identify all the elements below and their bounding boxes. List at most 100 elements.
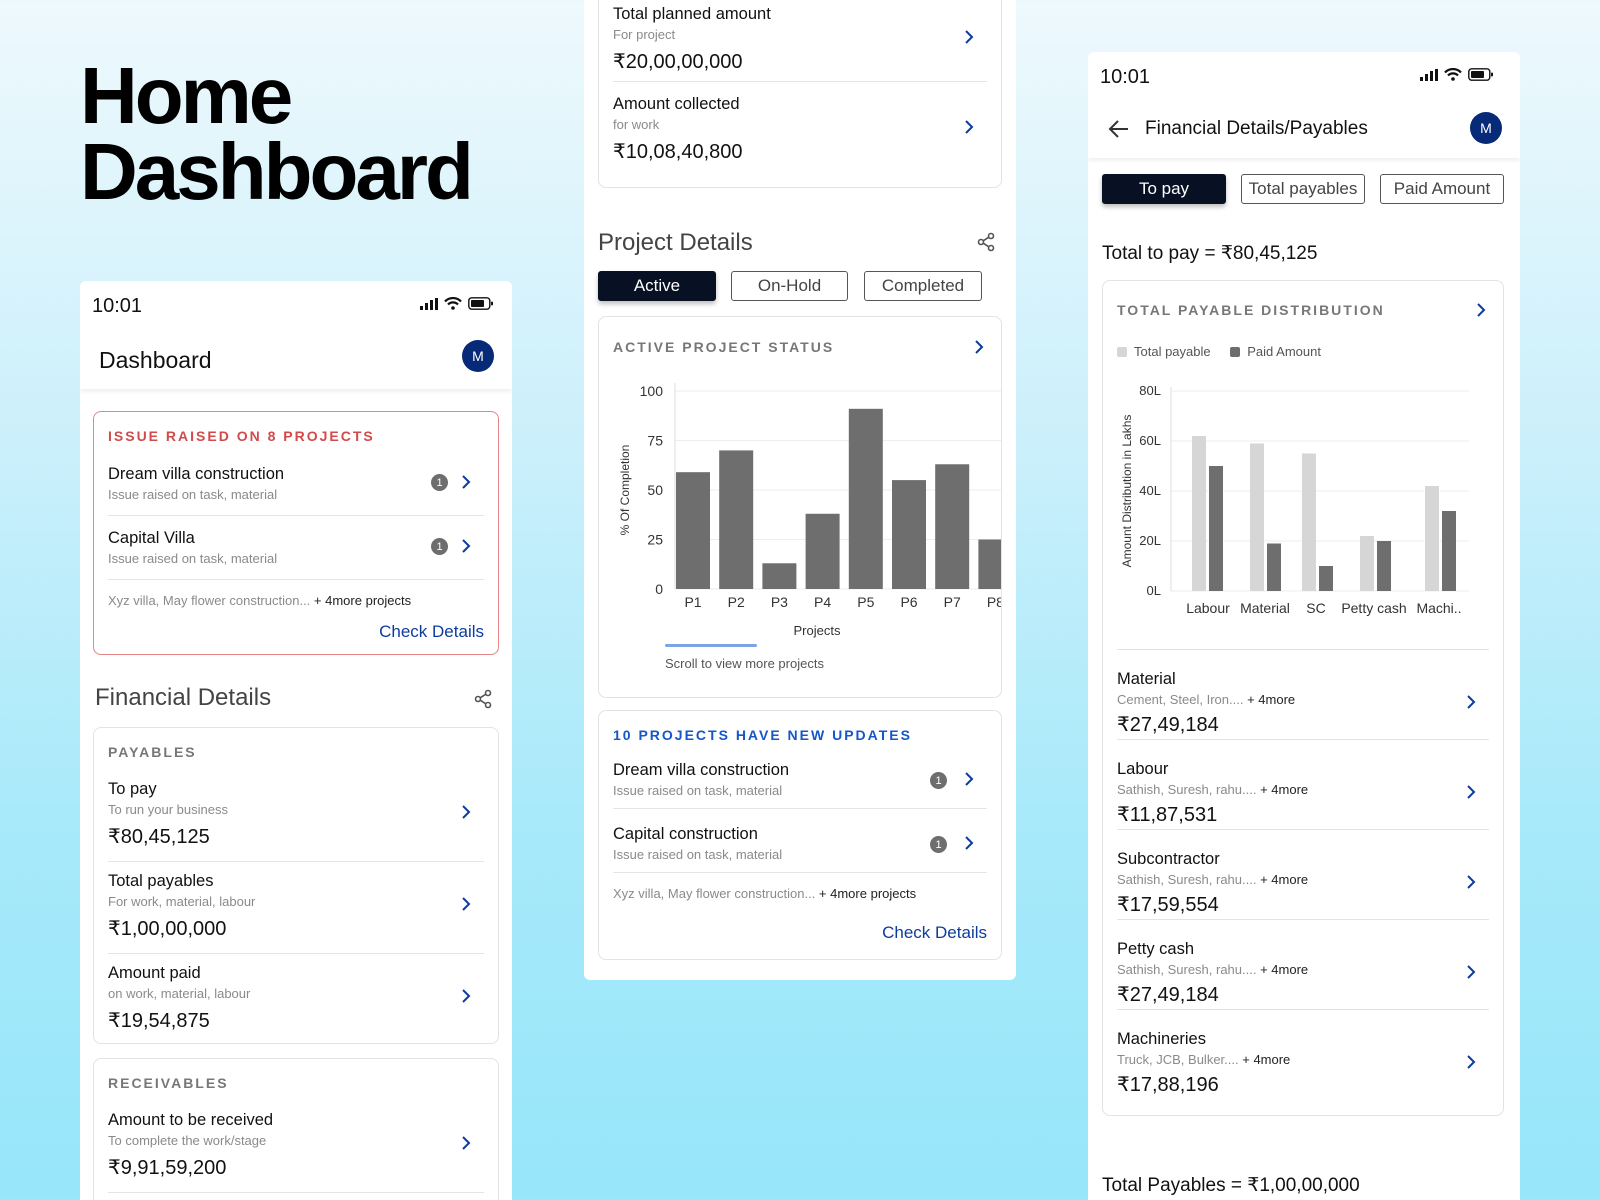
- bar-P4: [805, 513, 840, 589]
- payable-category-item[interactable]: Machineries Truck, JCB, Bulker.... + 4mor…: [1117, 1010, 1489, 1100]
- chevron-right-icon[interactable]: [458, 896, 474, 912]
- receivable-value: ₹9,91,59,200: [108, 1157, 227, 1179]
- check-details-link[interactable]: Check Details: [379, 622, 484, 641]
- y-tick-label: 75: [647, 433, 663, 449]
- legend-swatch: [1117, 347, 1127, 357]
- category-names: Sathish, Suresh, rahu....: [1117, 962, 1257, 977]
- bar-Petty cash-paid-amount: [1377, 541, 1391, 591]
- chevron-right-icon[interactable]: [1463, 694, 1479, 710]
- chevron-right-icon[interactable]: [961, 771, 977, 787]
- issue-item[interactable]: Dream villa construction Issue raised on…: [108, 458, 484, 516]
- category-subtitle: Sathish, Suresh, rahu.... + 4more: [1117, 872, 1308, 887]
- payable-category-item[interactable]: Labour Sathish, Suresh, rahu.... + 4more ₹…: [1117, 740, 1489, 830]
- y-tick-label: 50: [647, 482, 663, 498]
- tab-to-pay[interactable]: To pay: [1102, 174, 1226, 204]
- category-title: Labour: [1117, 760, 1169, 778]
- tab-total-payables[interactable]: Total payables: [1241, 174, 1365, 204]
- x-tick-label: P2: [728, 594, 745, 610]
- chevron-right-icon[interactable]: [1463, 964, 1479, 980]
- chevron-right-icon[interactable]: [458, 804, 474, 820]
- amount-value: ₹20,00,00,000: [613, 51, 743, 73]
- tab-on-hold[interactable]: On-Hold: [731, 271, 848, 301]
- total-payables: Total Payables = ₹1,00,00,000: [1102, 1175, 1360, 1196]
- update-count-badge: 1: [930, 772, 947, 789]
- chevron-right-icon[interactable]: [458, 474, 474, 490]
- check-details-link[interactable]: Check Details: [882, 923, 987, 942]
- update-item[interactable]: Dream villa construction Issue raised on…: [613, 751, 987, 809]
- more-projects-text: Xyz villa, May flower construction... + …: [613, 886, 916, 901]
- bar-Machi..-paid-amount: [1442, 511, 1456, 591]
- chevron-right-icon[interactable]: [971, 339, 987, 355]
- x-tick-label: Machi..: [1416, 600, 1461, 616]
- category-names: Sathish, Suresh, rahu....: [1117, 872, 1257, 887]
- payable-item[interactable]: Total payables For work, material, labou…: [108, 862, 484, 954]
- issue-count-badge: 1: [431, 474, 448, 491]
- issue-item[interactable]: Capital Villa Issue raised on task, mate…: [108, 522, 484, 580]
- amount-item[interactable]: Amount collected for work ₹10,08,40,800: [613, 83, 987, 175]
- chevron-right-icon[interactable]: [961, 835, 977, 851]
- update-item[interactable]: Capital construction Issue raised on tas…: [613, 815, 987, 873]
- chevron-right-icon[interactable]: [458, 988, 474, 1004]
- total-to-pay: Total to pay = ₹80,45,125: [1102, 243, 1318, 264]
- category-value: ₹27,49,184: [1117, 714, 1219, 736]
- updates-caption: 10 PROJECTS HAVE NEW UPDATES: [613, 727, 912, 743]
- bar-P5: [848, 408, 883, 589]
- amount-item[interactable]: Total planned amount For project ₹20,00,…: [613, 0, 987, 82]
- chevron-right-icon[interactable]: [961, 119, 977, 135]
- chevron-right-icon[interactable]: [961, 29, 977, 45]
- category-more: + 4more: [1260, 872, 1309, 887]
- payable-category-item[interactable]: Material Cement, Steel, Iron.... + 4more ₹…: [1117, 650, 1489, 740]
- chevron-right-icon[interactable]: [458, 538, 474, 554]
- bar-Labour-paid-amount: [1209, 466, 1223, 591]
- payables-card: PAYABLES To pay To run your business ₹80…: [93, 727, 499, 1044]
- page-title: Dashboard: [99, 347, 212, 373]
- issue-title: Capital Villa: [108, 529, 195, 547]
- payable-subtitle: For work, material, labour: [108, 894, 256, 909]
- chevron-right-icon[interactable]: [458, 1135, 474, 1151]
- back-arrow-icon[interactable]: [1108, 118, 1130, 140]
- more-projects-text: Xyz villa, May flower construction... + …: [108, 593, 411, 608]
- category-more: + 4more: [1247, 692, 1296, 707]
- chevron-right-icon[interactable]: [1463, 1054, 1479, 1070]
- update-subtitle: Issue raised on task, material: [613, 783, 783, 798]
- app-bar: Financial Details/Payables M: [1088, 100, 1520, 158]
- payable-category-item[interactable]: Subcontractor Sathish, Suresh, rahu.... +…: [1117, 830, 1489, 920]
- bar-Machi..-total-payable: [1425, 486, 1439, 591]
- legend-item: Total payable: [1117, 344, 1211, 359]
- chevron-right-icon[interactable]: [1473, 302, 1489, 318]
- tab-active[interactable]: Active: [598, 271, 716, 301]
- avatar[interactable]: M: [1470, 112, 1502, 144]
- bar-Petty cash-total-payable: [1360, 536, 1374, 591]
- x-tick-label: P8: [987, 594, 1002, 610]
- payable-item[interactable]: To pay To run your business ₹80,45,125: [108, 770, 484, 862]
- status-time: 10:01: [1100, 66, 1151, 88]
- x-tick-label: P7: [944, 594, 961, 610]
- tab-completed[interactable]: Completed: [864, 271, 982, 301]
- share-icon[interactable]: [473, 689, 493, 709]
- chevron-right-icon[interactable]: [1463, 874, 1479, 890]
- receivables-card: RECEIVABLES Amount to be received To com…: [93, 1058, 499, 1200]
- avatar[interactable]: M: [462, 340, 494, 372]
- legend-label: Paid Amount: [1247, 344, 1321, 359]
- category-value: ₹17,88,196: [1117, 1074, 1219, 1096]
- scroll-indicator[interactable]: [665, 644, 757, 647]
- share-icon[interactable]: [976, 232, 996, 252]
- payable-item[interactable]: Amount paid on work, material, labour ₹1…: [108, 954, 484, 1044]
- x-tick-label: Material: [1240, 600, 1290, 616]
- amount-title: Total planned amount: [613, 5, 771, 23]
- amount-subtitle: for work: [613, 117, 660, 132]
- category-subtitle: Truck, JCB, Bulker.... + 4more: [1117, 1052, 1290, 1067]
- payable-category-item[interactable]: Petty cash Sathish, Suresh, rahu.... + 4m…: [1117, 920, 1489, 1010]
- legend-label: Total payable: [1134, 344, 1211, 359]
- category-value: ₹27,49,184: [1117, 984, 1219, 1006]
- hero-title: Home Dashboard: [80, 56, 474, 212]
- tab-paid-amount[interactable]: Paid Amount: [1380, 174, 1504, 204]
- y-tick-label: 0: [655, 581, 663, 597]
- chevron-right-icon[interactable]: [1463, 784, 1479, 800]
- category-names: Truck, JCB, Bulker....: [1117, 1052, 1239, 1067]
- receivable-item[interactable]: Amount to be received To complete the wo…: [108, 1101, 484, 1193]
- amount-title: Amount collected: [613, 95, 740, 113]
- y-tick-label: 100: [640, 383, 664, 399]
- x-tick-label: P3: [771, 594, 788, 610]
- updates-card: 10 PROJECTS HAVE NEW UPDATES Dream villa…: [598, 710, 1002, 960]
